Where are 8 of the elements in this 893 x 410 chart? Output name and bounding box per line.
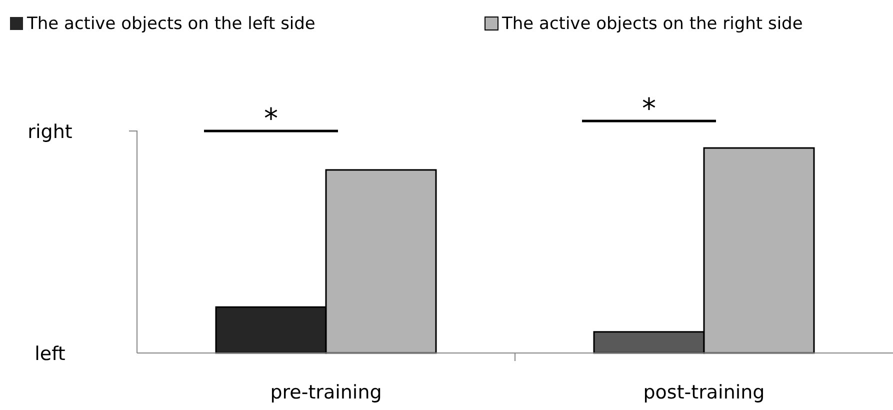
x-tick-label: pre-training	[270, 381, 382, 404]
text: left	[34, 343, 66, 365]
text: *	[642, 92, 656, 125]
legend-label: The active objects on the left side	[26, 14, 316, 34]
text: right	[28, 121, 72, 143]
text: *	[264, 102, 278, 135]
legend-label: The active objects on the right side	[501, 14, 803, 34]
x-tick-label: post-training	[643, 381, 765, 404]
